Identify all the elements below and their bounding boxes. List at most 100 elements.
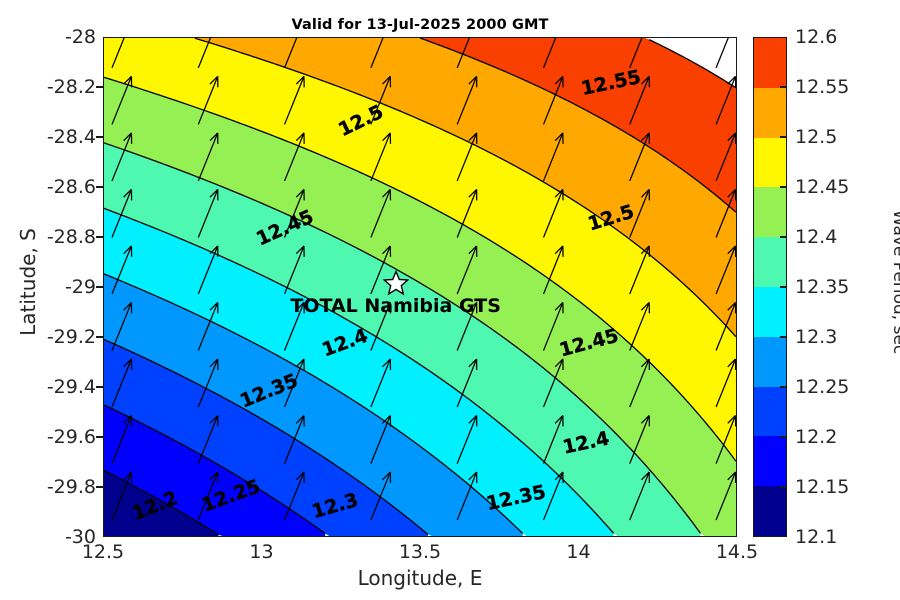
quiver-arrow bbox=[197, 415, 219, 464]
quiver-arrow bbox=[111, 358, 133, 408]
y-tick-label: -28 bbox=[64, 26, 96, 48]
quiver-arrow bbox=[283, 471, 305, 521]
contour-band bbox=[104, 470, 219, 536]
quiver-arrow bbox=[456, 301, 478, 351]
quiver-arrow bbox=[456, 188, 478, 238]
y-tick-label: -29.4 bbox=[46, 376, 96, 398]
x-tick-label: 13 bbox=[249, 541, 274, 563]
quiver-arrow bbox=[715, 188, 736, 238]
quiver-arrow bbox=[629, 75, 650, 125]
quiver-arrow bbox=[197, 38, 212, 69]
quiver-arrow bbox=[629, 188, 650, 238]
contour-band bbox=[104, 404, 326, 536]
colorbar-tick-label: 12.4 bbox=[795, 226, 838, 248]
quiver-arrow bbox=[456, 415, 478, 464]
quiver-arrow bbox=[111, 301, 133, 351]
station-marker-star[interactable] bbox=[382, 270, 409, 296]
colorbar-tick-label: 12.6 bbox=[795, 26, 838, 48]
colorbar-tick-label: 12.35 bbox=[795, 276, 850, 298]
quiver-arrow bbox=[629, 415, 650, 464]
colorbar-ticks: 12.1 12.15 12.2 12.25 12.3 12.35 12.4 12.45 12.5… bbox=[753, 26, 893, 548]
quiver-arrow bbox=[111, 245, 133, 295]
quiver-arrow bbox=[715, 471, 736, 521]
quiver-arrow bbox=[370, 358, 392, 408]
colorbar-band bbox=[754, 187, 786, 238]
colorbar-band bbox=[754, 386, 786, 437]
quiver-arrow bbox=[629, 132, 650, 182]
quiver-arrow bbox=[715, 38, 729, 69]
contour-line bbox=[104, 469, 219, 536]
quiver-arrow bbox=[197, 75, 219, 125]
station-label: TOTAL Namibia GTS bbox=[290, 295, 501, 317]
quiver-arrow bbox=[715, 301, 736, 351]
colorbar-tickmark bbox=[780, 386, 787, 388]
x-tick-label: 13.5 bbox=[398, 541, 442, 563]
quiver-arrow bbox=[283, 358, 305, 408]
quiver-arrow bbox=[111, 471, 133, 521]
contour-fill-layer bbox=[104, 38, 736, 536]
contour-line bbox=[419, 38, 736, 213]
y-tick-label: -29 bbox=[64, 276, 96, 298]
quiver-arrow bbox=[370, 301, 392, 351]
quiver-arrow bbox=[456, 38, 470, 69]
x-tick-label: 14.5 bbox=[715, 541, 759, 563]
quiver-arrow bbox=[370, 415, 392, 464]
quiver-arrow bbox=[370, 245, 392, 295]
quiver-arrow bbox=[542, 358, 564, 408]
y-tickmark bbox=[96, 236, 103, 238]
contour-line bbox=[104, 142, 701, 534]
quiver-arrow bbox=[283, 302, 305, 351]
quiver-arrow bbox=[370, 471, 392, 521]
quiver-arrow bbox=[111, 38, 125, 69]
colorbar-tickmark bbox=[780, 436, 787, 438]
quiver-arrow bbox=[715, 132, 736, 182]
quiver-arrow bbox=[283, 132, 305, 182]
contour-plot-area[interactable]: 12.2 12.25 12.3 12.35 12.35 12.4 12.4 12.45 12.4… bbox=[103, 37, 737, 537]
colorbar-tick-label: 12.5 bbox=[795, 126, 838, 148]
contour-band bbox=[420, 38, 736, 213]
quiver-arrow bbox=[283, 75, 305, 125]
quiver-arrow bbox=[542, 302, 564, 351]
quiver-arrow bbox=[111, 415, 133, 464]
colorbar-tickmark bbox=[780, 86, 787, 88]
colorbar-tickmark bbox=[780, 186, 787, 188]
y-tickmark bbox=[96, 86, 103, 88]
quiver-arrow bbox=[197, 188, 219, 238]
y-tickmark bbox=[96, 286, 103, 288]
colorbar-band bbox=[754, 38, 786, 88]
contour-line bbox=[648, 39, 736, 89]
quiver-arrow bbox=[456, 471, 478, 521]
quiver-arrow bbox=[370, 132, 392, 182]
quiver-arrow bbox=[370, 38, 384, 69]
quiver-arrow bbox=[197, 245, 219, 295]
colorbar-tickmark bbox=[780, 486, 787, 488]
colorbar-band bbox=[754, 137, 786, 188]
y-tick-label: -28.6 bbox=[46, 176, 96, 198]
quiver-arrow bbox=[542, 415, 564, 464]
y-axis-ticks: -28 -28.2 -28.4 -28.6 -28.8 -29 -29.2 -29.4 -29.… bbox=[0, 26, 103, 548]
contour-line bbox=[104, 76, 736, 462]
contour-line bbox=[104, 207, 615, 534]
quiver-arrow bbox=[629, 245, 650, 295]
contour-band bbox=[104, 77, 736, 536]
quiver-arrow bbox=[283, 188, 305, 238]
colorbar-tickmark bbox=[780, 236, 787, 238]
contour-band bbox=[104, 38, 736, 462]
quiver-arrow bbox=[542, 471, 564, 521]
contour-band bbox=[104, 339, 428, 536]
contour-band bbox=[104, 273, 523, 536]
contour-band bbox=[194, 38, 736, 337]
y-tick-label: -29.8 bbox=[46, 476, 96, 498]
y-tickmark bbox=[96, 136, 103, 138]
quiver-arrow bbox=[715, 358, 736, 408]
quiver-arrow bbox=[715, 75, 736, 125]
y-tick-label: -28.2 bbox=[46, 76, 96, 98]
quiver-arrow bbox=[715, 415, 736, 464]
quiver-arrow bbox=[283, 415, 305, 464]
colorbar-band bbox=[754, 436, 786, 487]
colorbar-band bbox=[754, 237, 786, 287]
quiver-arrow-layer bbox=[111, 38, 736, 521]
quiver-arrow bbox=[197, 301, 219, 351]
colorbar-tickmark bbox=[780, 286, 787, 288]
